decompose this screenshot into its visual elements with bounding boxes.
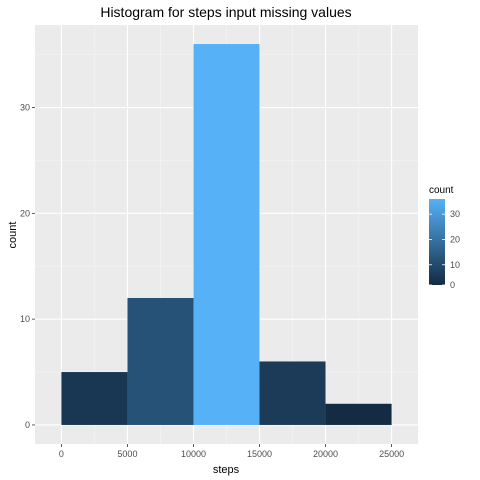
- x-tick-label: 15000: [247, 449, 272, 459]
- legend-title: count: [429, 185, 454, 196]
- y-tick-label: 30: [20, 103, 30, 113]
- histogram-bar: [193, 44, 260, 425]
- bars: [61, 44, 392, 425]
- histogram-bar: [127, 297, 194, 425]
- chart-title: Histogram for steps input missing values: [100, 4, 351, 20]
- x-tick-label: 0: [59, 449, 64, 459]
- y-axis-title: count: [7, 222, 19, 249]
- x-tick-label: 10000: [181, 449, 206, 459]
- legend-tick-label: 30: [450, 209, 460, 219]
- histogram-bar: [61, 372, 128, 425]
- x-tick-label: 20000: [313, 449, 338, 459]
- axes: 0 5000 10000 15000 20000 25000 0 10 20 30: [20, 103, 404, 459]
- legend-tick-label: 10: [450, 260, 460, 270]
- x-tick-label: 25000: [379, 449, 404, 459]
- legend-tick-label: 0: [450, 280, 455, 290]
- x-tick-label: 5000: [117, 449, 137, 459]
- x-axis-title: steps: [213, 464, 240, 476]
- histogram-bar: [325, 403, 392, 425]
- legend-tick-label: 20: [450, 234, 460, 244]
- legend: count 0 10 20 30: [429, 185, 460, 290]
- y-tick-label: 10: [20, 314, 30, 324]
- y-tick-label: 0: [25, 420, 30, 430]
- histogram-bar: [259, 361, 326, 425]
- legend-ticks: 0 10 20 30: [429, 209, 460, 290]
- y-tick-label: 20: [20, 208, 30, 218]
- legend-colorbar: [429, 199, 445, 285]
